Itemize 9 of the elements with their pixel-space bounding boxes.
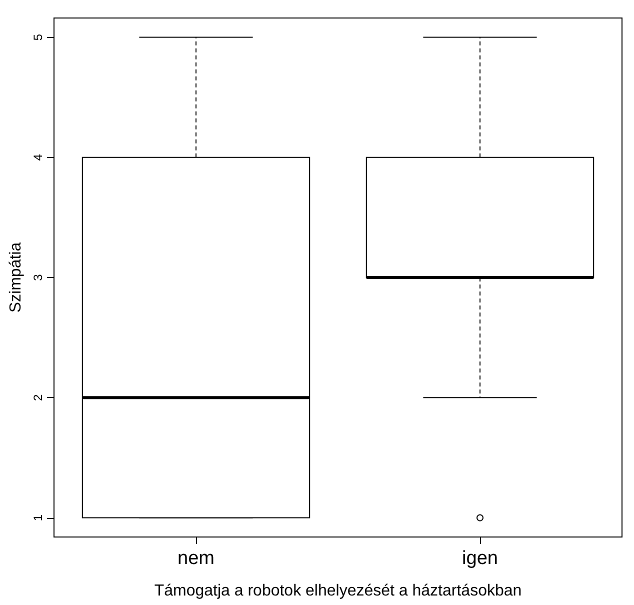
y-tick-label: 3 [31,274,45,281]
y-tick-label: 4 [31,154,45,161]
y-tick-label: 1 [31,514,45,522]
y-tick-label: 5 [31,34,45,41]
y-tick-label: 2 [31,394,45,401]
x-tick-label: igen [462,548,498,569]
x-tick-label: nem [178,548,214,569]
x-axis-title: Támogatja a robotok elhelyezését a háztartásokban [154,582,522,600]
y-axis-title: Szimpátia [8,242,24,313]
